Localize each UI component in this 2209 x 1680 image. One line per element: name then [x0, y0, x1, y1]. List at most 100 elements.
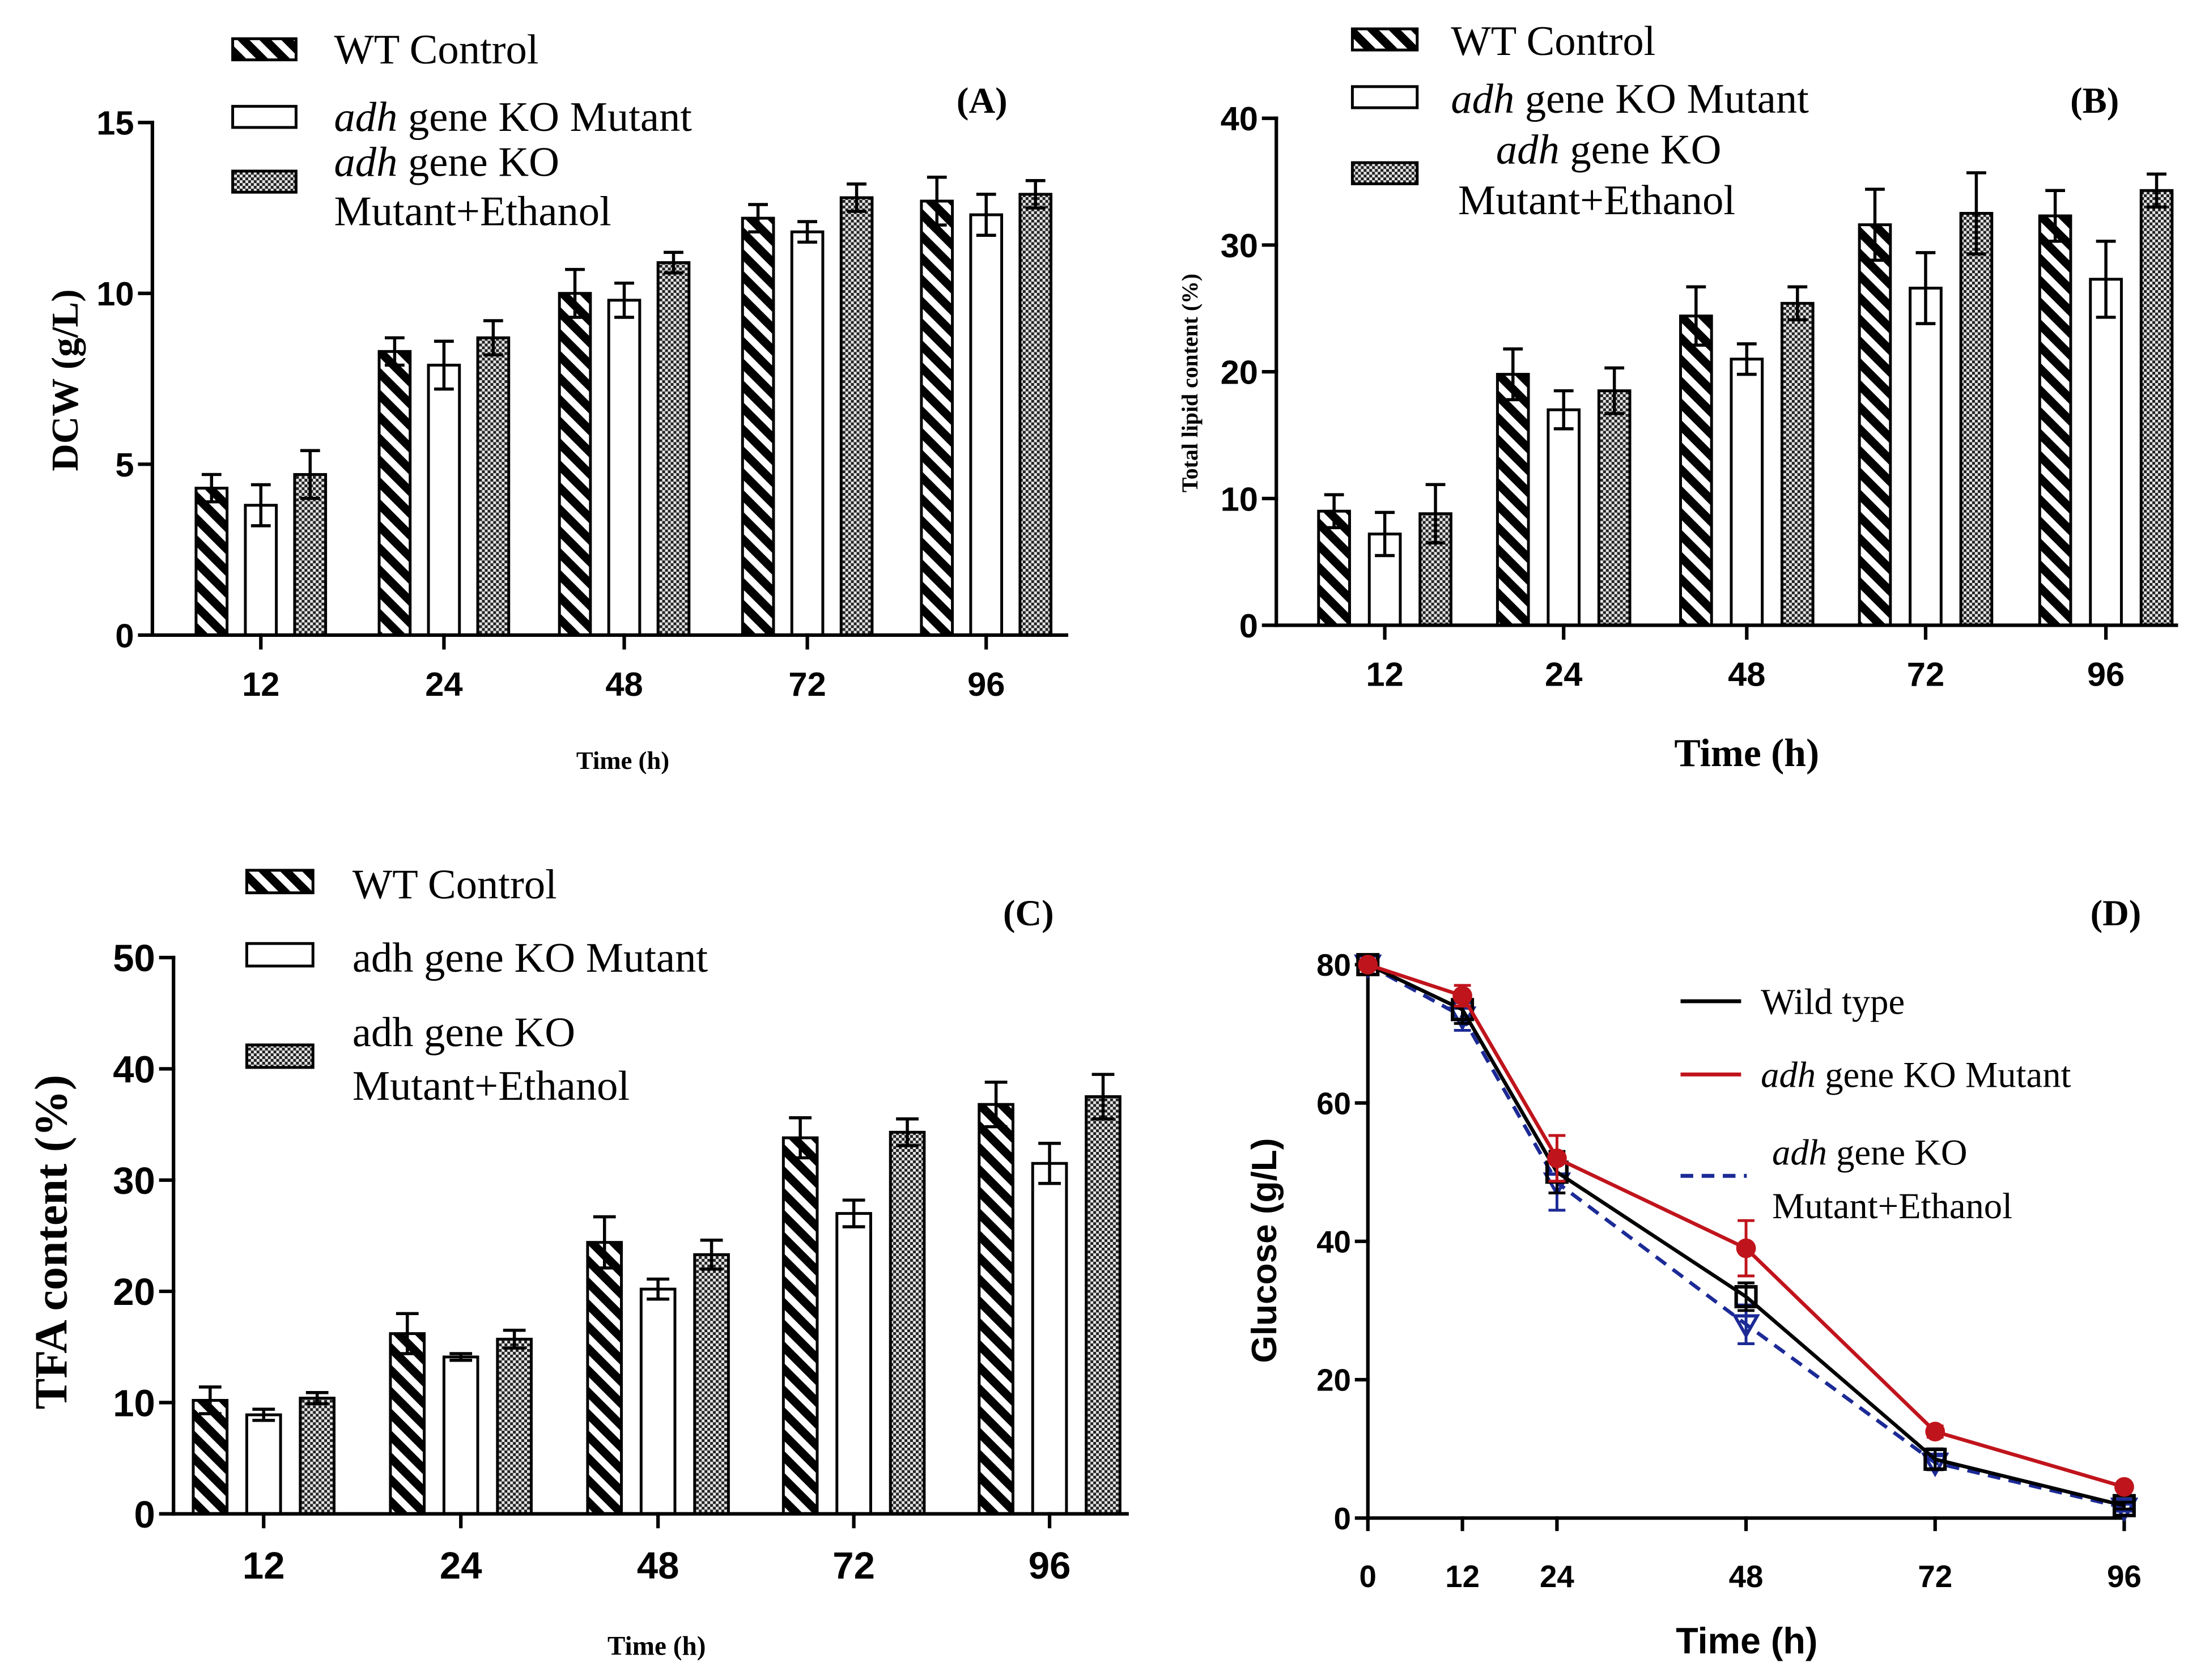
c-error-bar-adh-gene-ko-mutant-72h	[842, 1198, 865, 1228]
b-bar-adh-gene-ko-mutant-ethanol-48h	[1780, 301, 1815, 627]
c-bar-wt-control-24h	[389, 1332, 426, 1516]
a-bar-wt-control-96h	[920, 199, 954, 637]
c-y-tick-label-30: 30	[113, 1160, 155, 1202]
b-y-tick-label-0: 0	[1239, 607, 1258, 645]
a-bar-adh-gene-ko-mutant-ethanol-72h	[839, 196, 874, 637]
b-y-tick-label-40: 40	[1221, 100, 1258, 138]
panel-b-label: (B)	[2070, 80, 2119, 121]
c-error-bar-adh-gene-ko-mutant-ethanol-24h	[503, 1329, 526, 1350]
b-bar-wt-control-48h	[1679, 314, 1713, 627]
c-legend-swatch-wt-control	[245, 869, 315, 895]
b-legend-label-rest: gene KO	[1560, 126, 1722, 173]
b-bar-adh-gene-ko-mutant-48h	[1730, 358, 1764, 627]
b-legend-swatch-wt-control	[1350, 27, 1419, 52]
d-y-tick-label-20: 20	[1316, 1363, 1351, 1398]
d-error-bar-wild-type-96h	[2115, 1500, 2133, 1511]
a-x-tick-label-48: 48	[605, 665, 643, 703]
b-bar-wt-control-12h	[1317, 509, 1351, 627]
c-y-tick-label-10: 10	[113, 1383, 155, 1425]
panel-a-label: (A)	[957, 80, 1008, 121]
panel-c: (C) TFA content (%) Time (h) 0 10 20 30 40 50…	[25, 862, 1129, 1661]
a-error-bar-adh-gene-ko-mutant-96h	[976, 193, 996, 237]
d-legend-label-rest: gene KO	[1827, 1132, 1968, 1172]
d-point-adh-gene-ko-mutant-24h	[1547, 1148, 1567, 1168]
panel-d: (D) Glucose (g/L) Time (h) 0 20 40 60 80 0 12 2…	[1245, 892, 2142, 1661]
d-legend-item-wild-type: Wild type	[1680, 981, 1905, 1022]
a-error-bar-wt-control-24h	[384, 336, 405, 367]
panel-c-x-axis-title: Time (h)	[608, 1631, 706, 1661]
c-bar-wt-control-96h	[978, 1103, 1014, 1516]
panel-d-x-axis-title: Time (h)	[1676, 1621, 1817, 1661]
a-error-bar-adh-gene-ko-mutant-72h	[797, 220, 817, 244]
a-error-bar-wt-control-12h	[201, 473, 222, 504]
c-legend-item-wt-control: WT Control	[245, 862, 557, 908]
d-legend-gene-name: adh	[1761, 1054, 1816, 1095]
b-bar-adh-gene-ko-mutant-96h	[2089, 278, 2123, 627]
b-legend-label-adh-gene-ko-mutant-ethanol-line-1: adh gene KO	[1496, 126, 1722, 173]
panel-a: (A) DCW (g/L) Time (h) 0 5 10 15 12 24 48 72 96 W…	[44, 27, 1069, 775]
b-error-bar-wt-control-48h	[1686, 285, 1706, 347]
a-bar-adh-gene-ko-mutant-72h	[790, 230, 825, 637]
a-error-bar-adh-gene-ko-mutant-ethanol-96h	[1025, 179, 1046, 210]
b-y-tick-label-20: 20	[1221, 354, 1258, 392]
d-x-tick-label-48: 48	[1729, 1559, 1764, 1594]
a-error-bar-wt-control-72h	[748, 203, 768, 233]
d-point-adh-gene-ko-mutant-ethanol-48h	[1732, 1314, 1760, 1339]
d-x-tick-label-12: 12	[1445, 1559, 1480, 1594]
b-error-bar-adh-gene-ko-mutant-12h	[1375, 511, 1395, 558]
a-x-tick-label-96: 96	[967, 665, 1005, 703]
c-bar-adh-gene-ko-mutant-48h	[639, 1287, 677, 1516]
d-point-wild-type-72h	[1923, 1447, 1947, 1471]
a-error-bar-adh-gene-ko-mutant-ethanol-12h	[300, 449, 320, 500]
b-error-bar-wt-control-96h	[2045, 189, 2065, 243]
a-legend-label-rest: gene KO	[397, 139, 559, 186]
b-x-tick-label-48: 48	[1728, 655, 1765, 693]
panel-c-y-axis-title: TFA content (%)	[25, 1075, 77, 1410]
d-point-wild-type-48h	[1734, 1285, 1758, 1308]
c-error-bar-wt-control-12h	[198, 1385, 222, 1415]
c-bar-adh-gene-ko-mutant-ethanol-96h	[1085, 1095, 1122, 1516]
a-error-bar-adh-gene-ko-mutant-24h	[434, 339, 454, 391]
b-error-bar-adh-gene-ko-mutant-24h	[1553, 389, 1574, 431]
panel-c-label: (C)	[1003, 892, 1054, 934]
c-bar-adh-gene-ko-mutant-96h	[1031, 1162, 1068, 1516]
b-error-bar-wt-control-72h	[1865, 188, 1885, 262]
a-legend-item-adh-gene-ko-mutant: adh gene KO Mutant	[231, 94, 692, 141]
a-x-tick-label-24: 24	[425, 665, 462, 703]
b-bar-wt-control-24h	[1496, 373, 1530, 627]
c-bar-adh-gene-ko-mutant-ethanol-12h	[299, 1397, 336, 1516]
c-legend-label-adh-gene-ko-mutant-line-1: adh gene KO Mutant	[352, 935, 708, 981]
a-error-bar-wt-control-48h	[565, 267, 585, 319]
d-legend-gene-name: adh	[1772, 1132, 1827, 1172]
b-x-tick-label-72: 72	[1907, 655, 1944, 693]
b-error-bar-adh-gene-ko-mutant-ethanol-24h	[1604, 366, 1625, 415]
c-error-bar-wt-control-24h	[396, 1312, 419, 1355]
a-legend-swatch-adh-gene-ko-mutant	[231, 105, 298, 129]
c-y-tick-label-0: 0	[134, 1494, 155, 1536]
d-point-adh-gene-ko-mutant-96h	[2114, 1477, 2134, 1497]
c-legend-label-adh-gene-ko-mutant-ethanol-line-2: Mutant+Ethanol	[352, 1063, 630, 1109]
b-bar-wt-control-96h	[2038, 214, 2072, 627]
b-bar-adh-gene-ko-mutant-24h	[1547, 408, 1581, 627]
c-bar-wt-control-72h	[781, 1136, 819, 1516]
c-bar-adh-gene-ko-mutant-ethanol-48h	[693, 1253, 730, 1516]
a-bar-wt-control-24h	[377, 350, 412, 637]
a-bar-adh-gene-ko-mutant-ethanol-12h	[293, 473, 328, 637]
c-x-tick-label-48: 48	[637, 1545, 679, 1587]
c-bar-adh-gene-ko-mutant-12h	[245, 1413, 282, 1516]
panel-a-x-axis-title: Time (h)	[576, 746, 669, 775]
b-error-bar-adh-gene-ko-mutant-ethanol-48h	[1787, 285, 1808, 322]
c-error-bar-wt-control-72h	[789, 1116, 812, 1160]
d-legend-item-adh-gene-ko-mutant: adh gene KO Mutant	[1680, 1054, 2071, 1095]
a-error-bar-adh-gene-ko-mutant-ethanol-72h	[847, 182, 866, 213]
panel-d-y-axis-title: Glucose (g/L)	[1245, 1138, 1284, 1363]
d-point-adh-gene-ko-mutant-48h	[1736, 1238, 1756, 1258]
a-bar-wt-control-72h	[741, 216, 775, 637]
a-bar-adh-gene-ko-mutant-48h	[607, 299, 642, 637]
c-x-tick-label-12: 12	[243, 1545, 285, 1587]
c-legend-swatch-adh-gene-ko-mutant-ethanol	[245, 1043, 315, 1069]
panel-a-y-axis-title: DCW (g/L)	[44, 289, 86, 471]
c-legend-item-adh-gene-ko-mutant-ethanol: adh gene KO Mutant+Ethanol	[245, 1010, 630, 1109]
a-error-bar-adh-gene-ko-mutant-ethanol-24h	[483, 319, 503, 357]
